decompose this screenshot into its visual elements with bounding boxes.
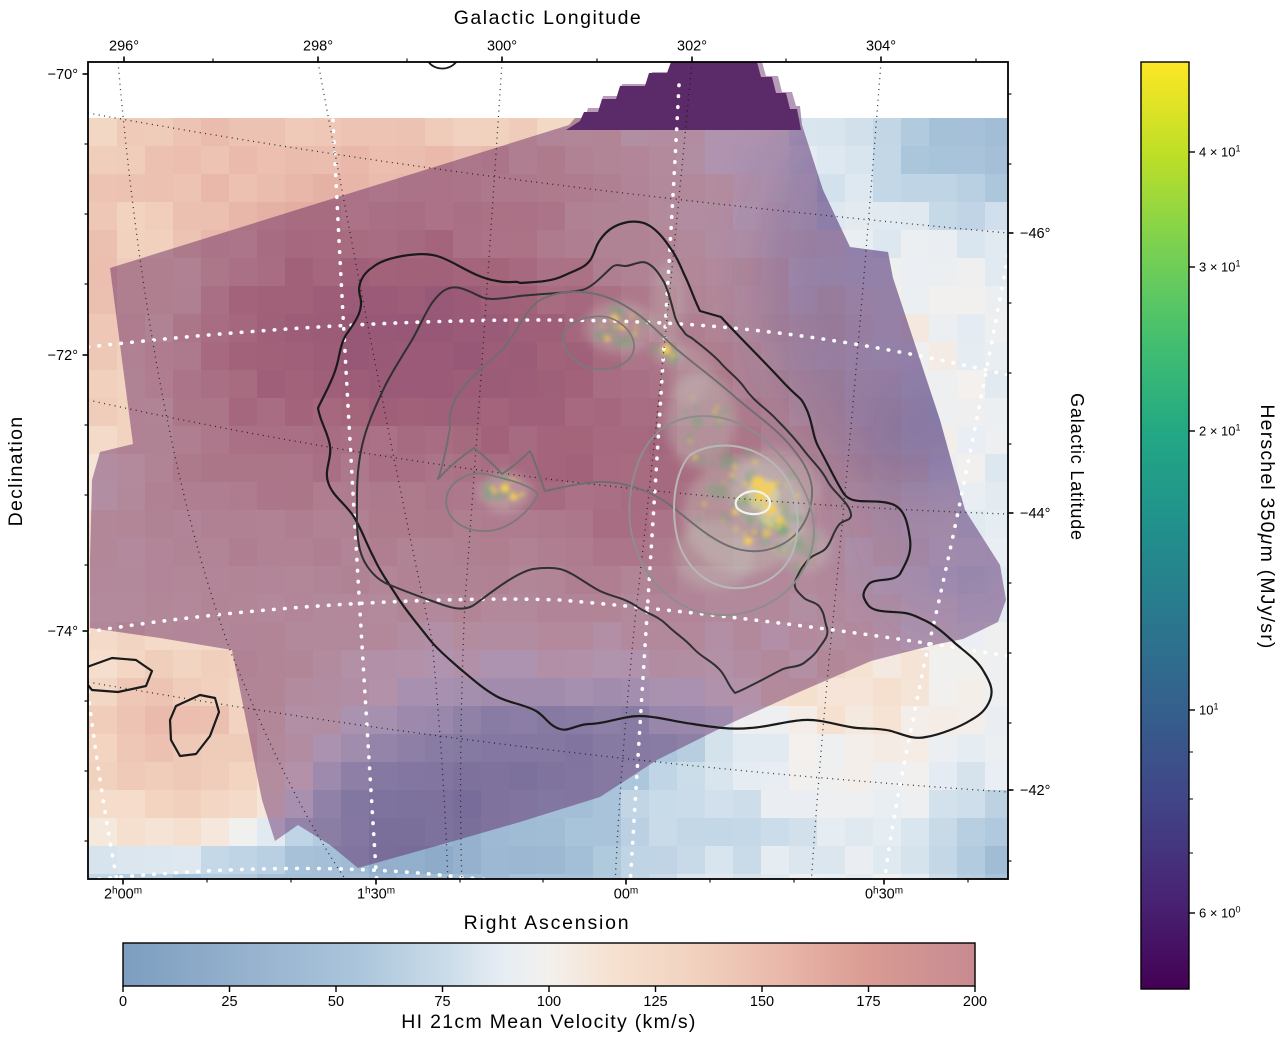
svg-text:2 × 101: 2 × 101 — [1199, 423, 1241, 439]
svg-text:125: 125 — [643, 994, 667, 1010]
svg-text:100: 100 — [537, 994, 561, 1010]
svg-text:300°: 300° — [487, 39, 517, 55]
svg-text:Galactic Longitude: Galactic Longitude — [454, 7, 643, 29]
svg-text:Herschel 350μm (MJy/sr): Herschel 350μm (MJy/sr) — [1256, 404, 1278, 649]
svg-text:2h00m: 2h00m — [104, 886, 142, 903]
svg-text:−46°: −46° — [1020, 226, 1050, 242]
svg-text:00m: 00m — [614, 886, 638, 903]
svg-text:1h30m: 1h30m — [357, 886, 395, 903]
svg-text:302°: 302° — [677, 39, 707, 55]
svg-text:0: 0 — [119, 994, 127, 1010]
svg-text:101: 101 — [1199, 702, 1218, 718]
svg-text:304°: 304° — [866, 39, 896, 55]
svg-text:298°: 298° — [303, 39, 333, 55]
svg-text:175: 175 — [856, 994, 880, 1010]
svg-text:−74°: −74° — [48, 624, 78, 640]
svg-text:Galactic Latitude: Galactic Latitude — [1067, 393, 1087, 541]
svg-text:−44°: −44° — [1020, 506, 1050, 522]
svg-text:Declination: Declination — [5, 416, 27, 527]
svg-text:25: 25 — [221, 994, 237, 1010]
svg-text:Right Ascension: Right Ascension — [464, 912, 631, 934]
svg-text:6 × 100: 6 × 100 — [1199, 905, 1241, 921]
svg-text:50: 50 — [328, 994, 344, 1010]
svg-text:−42°: −42° — [1020, 783, 1050, 799]
svg-text:HI 21cm Mean Velocity (km/s): HI 21cm Mean Velocity (km/s) — [401, 1011, 696, 1033]
svg-text:296°: 296° — [109, 39, 139, 55]
svg-text:4 × 101: 4 × 101 — [1199, 144, 1241, 160]
svg-text:3 × 101: 3 × 101 — [1199, 259, 1241, 275]
svg-text:−72°: −72° — [48, 348, 78, 364]
svg-text:200: 200 — [963, 994, 987, 1010]
svg-text:75: 75 — [434, 994, 450, 1010]
svg-text:0h30m: 0h30m — [865, 886, 903, 903]
svg-text:−70°: −70° — [48, 67, 78, 83]
svg-text:150: 150 — [750, 994, 774, 1010]
